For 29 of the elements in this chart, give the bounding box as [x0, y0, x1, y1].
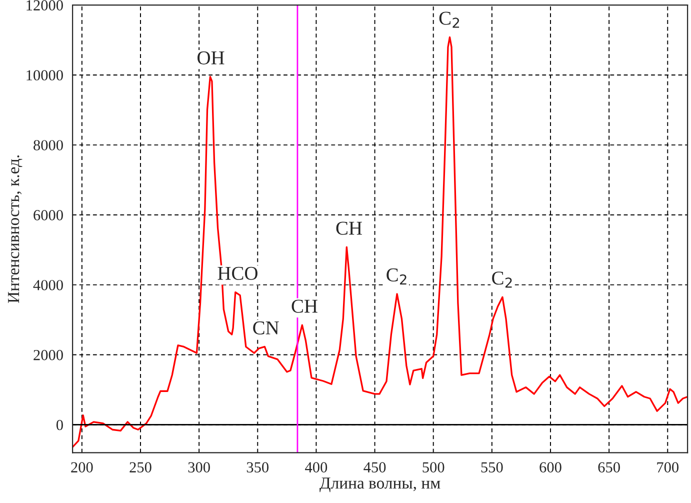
- annotation: C$_{2}$: [492, 272, 512, 288]
- y-tick-label: 10000: [26, 70, 63, 80]
- line-series: [72, 36, 688, 448]
- y-tick-label: 0: [56, 420, 63, 430]
- x-tick-label: 650: [598, 462, 620, 472]
- annotation: CH: [336, 222, 362, 235]
- x-tick-label: 500: [422, 462, 444, 472]
- x-tick-label: 350: [246, 462, 269, 472]
- y-tick-label: 6000: [34, 210, 63, 220]
- y-tick-label: 12000: [26, 0, 63, 10]
- x-tick-label: 200: [71, 462, 93, 472]
- x-axis-title: Длина волны, нм: [320, 478, 440, 492]
- annotation: CN: [253, 321, 279, 334]
- x-tick-label: 400: [305, 462, 328, 472]
- annotation: C$_{2}$: [439, 12, 460, 28]
- x-tick-label: 250: [130, 462, 152, 472]
- y-tick-label: 8000: [34, 140, 63, 150]
- x-tick-label: 700: [657, 462, 679, 472]
- x-tick-label: 600: [540, 462, 562, 472]
- annotation: HCO: [218, 266, 258, 280]
- annotation: C$_{2}$: [386, 268, 406, 284]
- y-axis-title: Интенсивность, к.ед.: [8, 155, 22, 303]
- annotation: CH: [292, 300, 318, 313]
- annotation: OH: [198, 51, 224, 64]
- y-tick-label: 2000: [34, 350, 63, 360]
- x-tick-label: 550: [481, 462, 503, 472]
- x-tick-label: 300: [188, 462, 210, 472]
- x-tick-label: 450: [364, 462, 386, 472]
- y-tick-label: 4000: [33, 280, 63, 290]
